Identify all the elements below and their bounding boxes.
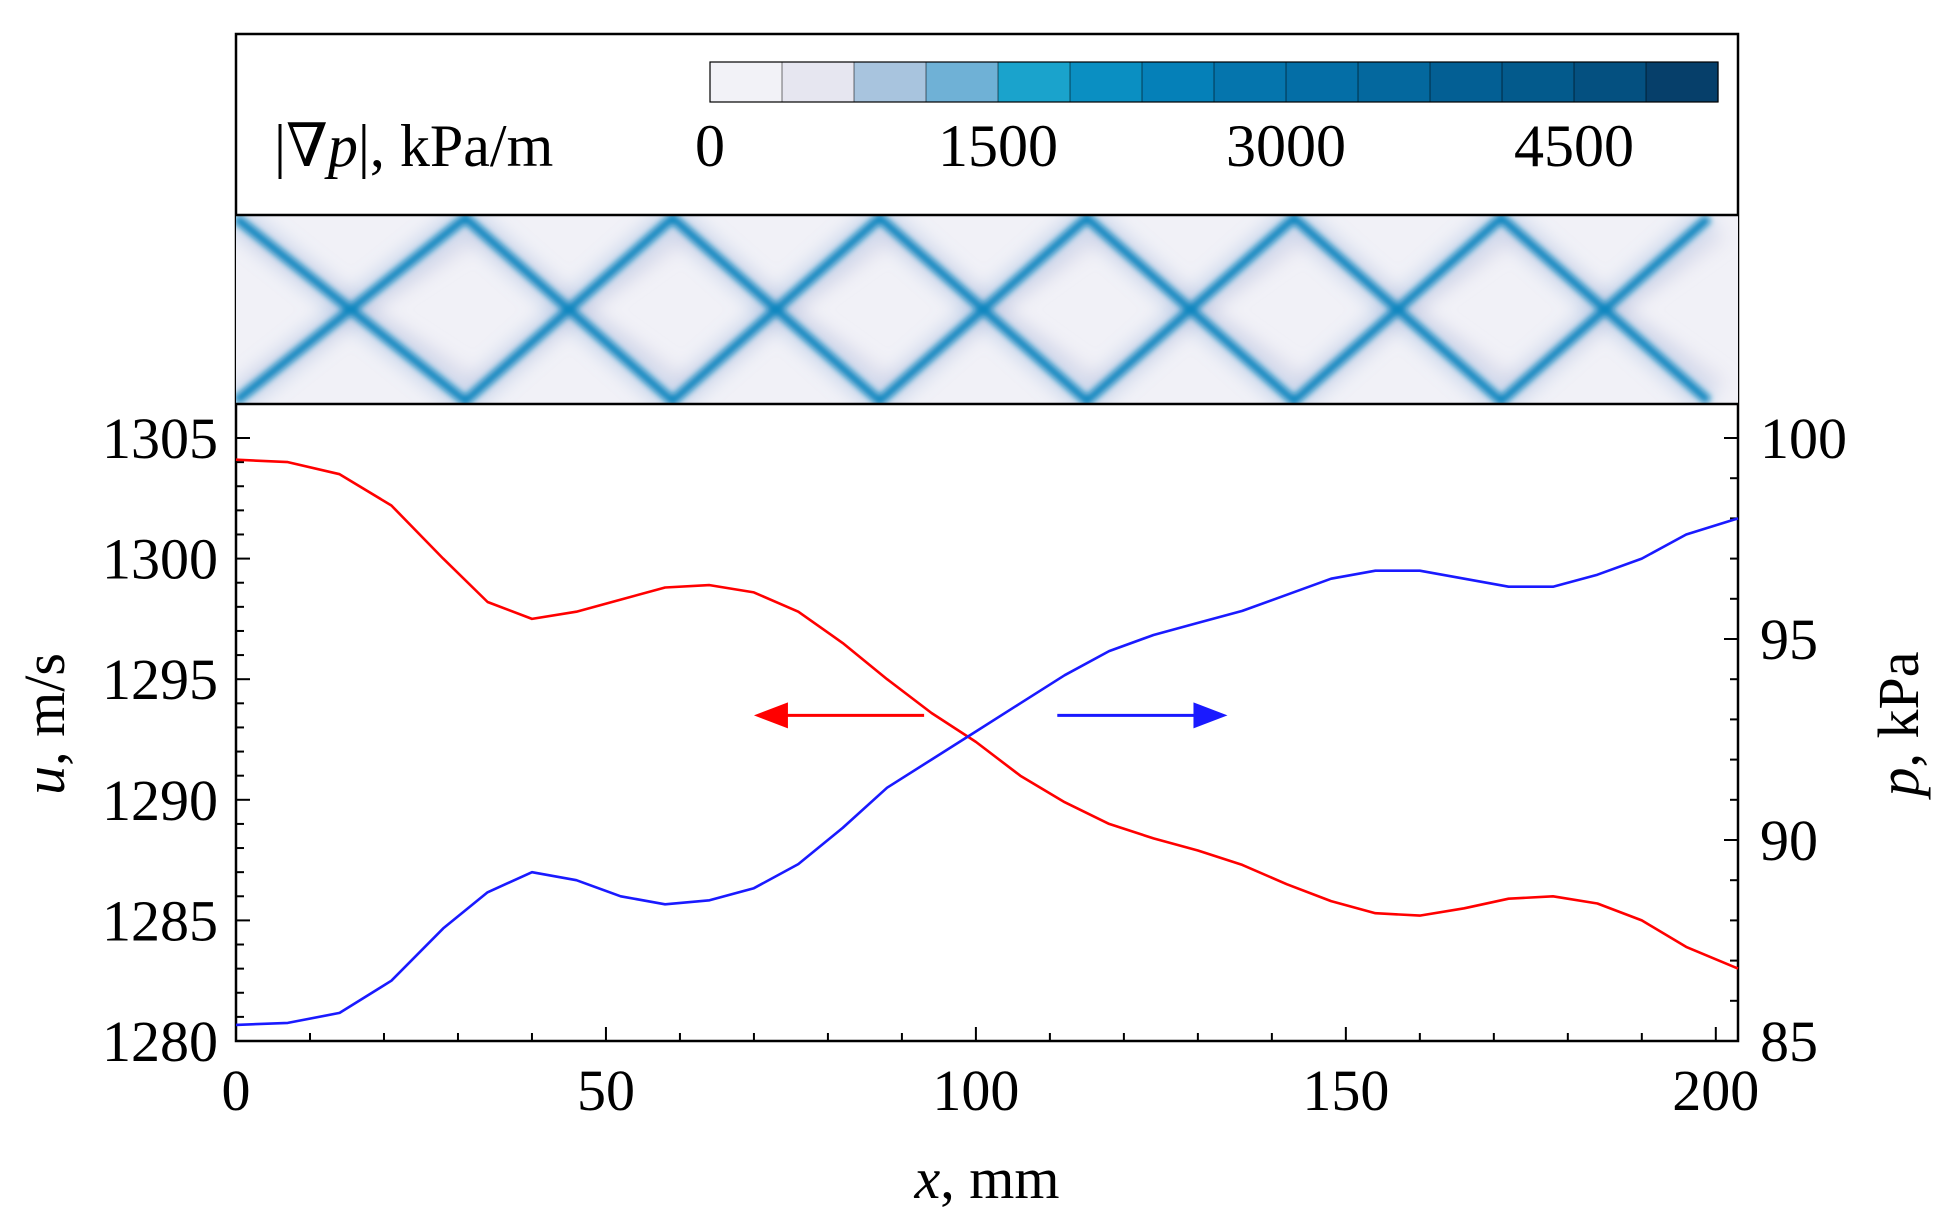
- right-tick-label: 100: [1760, 406, 1847, 471]
- arrow-left-icon: [753, 702, 788, 729]
- right-tick-label: 90: [1760, 808, 1818, 873]
- colorbar-label: |∇p|, kPa/m: [274, 113, 553, 179]
- colorbar-segment: [854, 62, 927, 102]
- colorbar-label-text: |∇p|, kPa/m: [274, 113, 553, 179]
- colorbar-segment: [710, 62, 783, 102]
- shock-core-layer: [236, 215, 1712, 404]
- left-tick-label: 1280: [102, 1009, 218, 1074]
- colorbar-segment: [1430, 62, 1503, 102]
- shock-core: [236, 215, 1712, 404]
- right-axis-title: p, kPa: [1866, 652, 1931, 801]
- annotation-layer: [753, 702, 1228, 729]
- colorbar-segment: [1574, 62, 1647, 102]
- colorbar-outline: [709, 61, 1719, 103]
- left-axis-ticks: 1280 1285 1290 1295 1300 1305: [102, 406, 250, 1074]
- x-axis-title: x, mm: [914, 1146, 1060, 1211]
- colorbar-segment: [1502, 62, 1575, 102]
- series-layer: [235, 458, 1739, 1027]
- series-line-u: [235, 458, 1739, 970]
- x-tick-label: 100: [932, 1058, 1019, 1123]
- plot-area: 1280 1285 1290 1295 1300 1305 85 90 95 100 0 50 10…: [102, 406, 1847, 1123]
- colorbar-segment: [1142, 62, 1215, 102]
- x-tick-label: 200: [1672, 1058, 1759, 1123]
- colorbar-tick-label: 4500: [1514, 113, 1634, 179]
- colorbar: [709, 61, 1719, 103]
- colorbar-ticks: 0 1500 3000 4500: [695, 113, 1634, 179]
- colorbar-segment: [926, 62, 999, 102]
- colorbar-segment: [782, 62, 855, 102]
- arrow-right-icon: [1193, 702, 1228, 729]
- right-tick-label: 95: [1760, 607, 1818, 672]
- figure-frame: [234, 32, 1740, 1043]
- left-tick-label: 1285: [102, 888, 218, 953]
- colorbar-tick-label: 0: [695, 113, 725, 179]
- left-axis-title: u, m/s: [12, 653, 77, 795]
- colorbar-segment: [1070, 62, 1143, 102]
- pressure-gradient-field: [236, 213, 1738, 406]
- left-tick-label: 1295: [102, 647, 218, 712]
- right-tick-label: 85: [1760, 1009, 1818, 1074]
- series-line-p: [235, 517, 1739, 1027]
- left-tick-label: 1290: [102, 768, 218, 833]
- right-axis-ticks: 85 90 95 100: [1724, 406, 1847, 1074]
- colorbar-segment: [1358, 62, 1431, 102]
- colorbar-segment: [1214, 62, 1287, 102]
- left-tick-label: 1300: [102, 527, 218, 592]
- left-tick-label: 1305: [102, 406, 218, 471]
- x-tick-label: 50: [577, 1058, 635, 1123]
- colorbar-segment: [1286, 62, 1359, 102]
- bottom-axis-ticks: 0 50 100 150 200: [222, 1027, 1759, 1123]
- colorbar-segment: [998, 62, 1071, 102]
- x-tick-label: 150: [1302, 1058, 1389, 1123]
- colorbar-tick-label: 3000: [1226, 113, 1346, 179]
- colorbar-segment: [1646, 62, 1719, 102]
- x-tick-label: 0: [222, 1058, 251, 1123]
- colorbar-tick-label: 1500: [938, 113, 1058, 179]
